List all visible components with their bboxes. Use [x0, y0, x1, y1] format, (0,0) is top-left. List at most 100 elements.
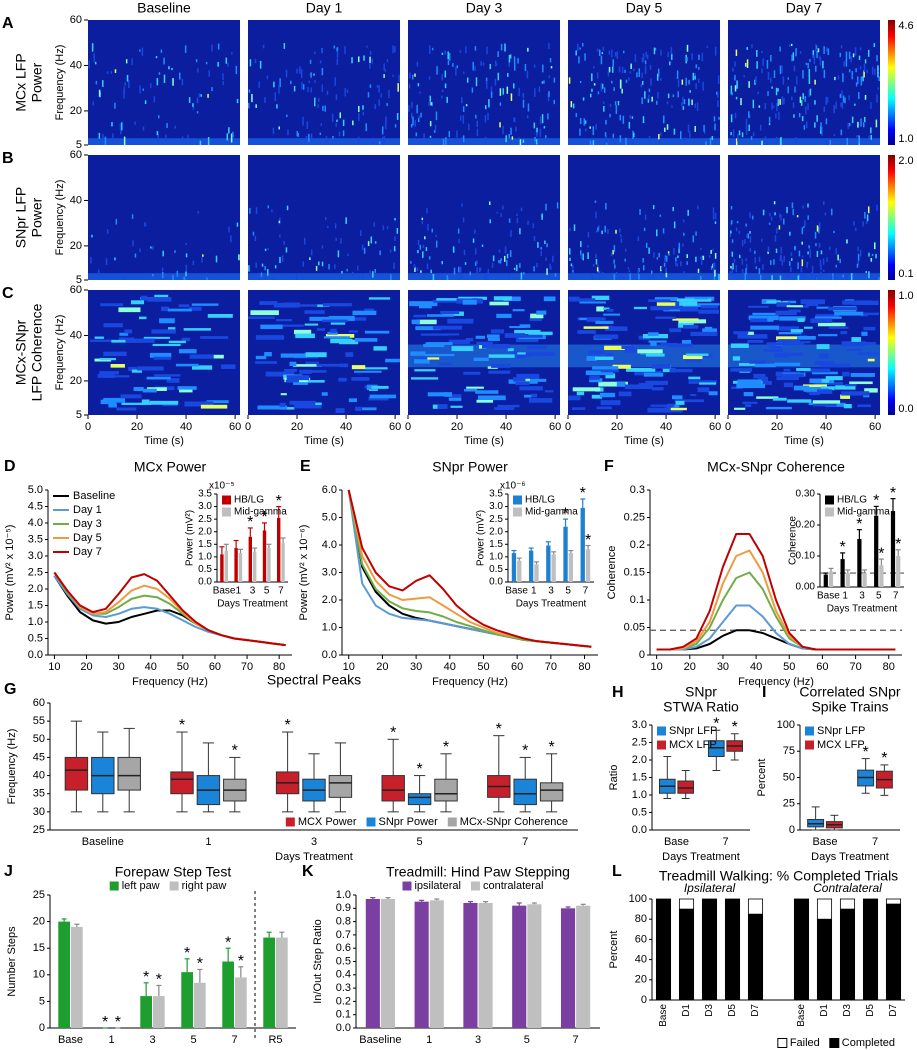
spectrogram-texture — [371, 58, 373, 64]
spectrogram-texture — [188, 306, 202, 311]
spectrogram-texture — [570, 263, 573, 267]
row-label: Power — [29, 197, 45, 237]
spectrogram-texture — [629, 115, 631, 119]
spectrogram-texture — [374, 241, 377, 244]
spectrogram-texture — [476, 267, 478, 274]
spectrogram-texture — [669, 61, 671, 66]
box — [708, 740, 725, 757]
spectrogram-texture — [695, 256, 697, 263]
spectrogram-texture — [685, 353, 709, 356]
spectrogram-texture — [513, 56, 516, 63]
bar — [511, 553, 517, 582]
spectrogram-texture — [643, 227, 646, 232]
spectrogram-texture — [802, 70, 804, 79]
y-tick-label: 55 — [33, 715, 45, 727]
spectrogram-texture — [95, 80, 98, 85]
spectrogram-texture — [99, 371, 119, 375]
spectrogram-texture — [309, 316, 332, 321]
spectrogram-texture — [111, 339, 139, 343]
spectrogram-texture — [781, 65, 783, 74]
spectrogram-texture — [806, 261, 809, 265]
column-title: Day 7 — [786, 0, 823, 16]
spectrogram-texture — [431, 102, 433, 107]
spectrogram-texture — [189, 354, 214, 359]
spectrogram-texture — [679, 306, 699, 312]
spectrogram-texture — [814, 122, 816, 128]
spectrogram-texture — [178, 72, 181, 80]
spectrogram-texture — [704, 131, 706, 134]
spectrogram-texture — [351, 365, 366, 370]
spectrogram-texture — [393, 262, 395, 269]
spectrogram-texture — [184, 401, 214, 407]
spectrogram — [728, 155, 880, 280]
spectrogram-texture — [657, 68, 660, 77]
spectrogram-texture — [626, 367, 656, 372]
spectrogram-texture — [694, 277, 696, 280]
spectrogram-texture — [321, 392, 328, 396]
bar — [140, 996, 152, 1028]
x-axis-label: Days Treatment — [217, 599, 288, 610]
spectrogram-texture — [864, 59, 867, 64]
spectrogram-texture — [110, 71, 113, 74]
spectrogram-texture — [857, 253, 860, 261]
spectrogram-texture — [443, 392, 453, 397]
spectrogram-texture — [185, 242, 187, 246]
spectrogram-texture — [670, 47, 673, 55]
spectrogram-texture — [540, 246, 542, 250]
spectrogram-texture — [730, 114, 733, 123]
spectrogram-texture — [597, 91, 600, 95]
group-label: Contralateral — [813, 881, 882, 895]
panel-letter: K — [302, 863, 314, 880]
spectrogram-texture — [850, 373, 875, 377]
spectrogram-texture — [572, 269, 574, 273]
spectrogram-texture — [364, 330, 390, 334]
spectrogram-texture — [584, 53, 586, 61]
bar — [238, 553, 243, 582]
spectrogram-texture — [782, 300, 797, 304]
spectrogram-texture — [749, 231, 751, 234]
spectrogram-texture — [745, 223, 747, 227]
bar — [512, 905, 527, 1028]
spectrogram-texture — [714, 269, 716, 277]
spectrogram-texture — [841, 90, 843, 98]
spectrogram-texture — [714, 46, 717, 56]
spectrogram-texture — [787, 77, 790, 80]
spectrogram-texture — [600, 369, 619, 373]
spectrogram-texture — [491, 262, 494, 268]
y-tick-label: 100 — [629, 893, 647, 905]
spectrogram-texture — [845, 59, 848, 67]
y-tick-label: 5 — [76, 139, 82, 151]
spectrogram-texture — [276, 318, 292, 322]
spectrogram-texture — [316, 328, 326, 331]
spectrogram-texture — [712, 207, 715, 215]
x-axis-label: Days Treatment — [662, 851, 740, 863]
x-tick-label: 40 — [820, 421, 832, 433]
spectrogram-texture — [293, 85, 296, 92]
spectrogram-texture — [618, 391, 632, 397]
spectrogram-texture — [822, 269, 825, 272]
spectrogram-texture — [476, 128, 479, 137]
spectrogram-texture — [849, 381, 873, 385]
spectrogram-texture — [275, 324, 304, 327]
colorbar-label: 0.1 — [898, 268, 913, 280]
spectrogram-texture — [696, 102, 699, 112]
spectrogram-texture — [624, 384, 654, 390]
bar — [862, 573, 867, 587]
spectrogram-texture — [461, 137, 463, 145]
spectrogram-texture — [505, 135, 507, 143]
spectrogram-texture — [509, 54, 512, 59]
spectrogram-texture — [526, 70, 529, 79]
spectrogram-texture — [543, 80, 545, 84]
spectrogram-texture — [647, 332, 659, 336]
spectrogram-texture — [278, 126, 281, 130]
y-tick-label: 1.5 — [632, 771, 647, 783]
significance-marker: * — [232, 743, 238, 760]
spectrogram-texture — [625, 79, 628, 83]
spectrogram-texture — [824, 212, 827, 216]
spectrogram-texture — [641, 81, 644, 85]
scale-label: x10⁻⁵ — [209, 481, 235, 492]
legend-label: MCX LFP — [669, 739, 717, 751]
spectrogram-texture — [374, 104, 377, 110]
spectrogram — [728, 20, 880, 145]
spectrogram-texture — [798, 250, 801, 257]
